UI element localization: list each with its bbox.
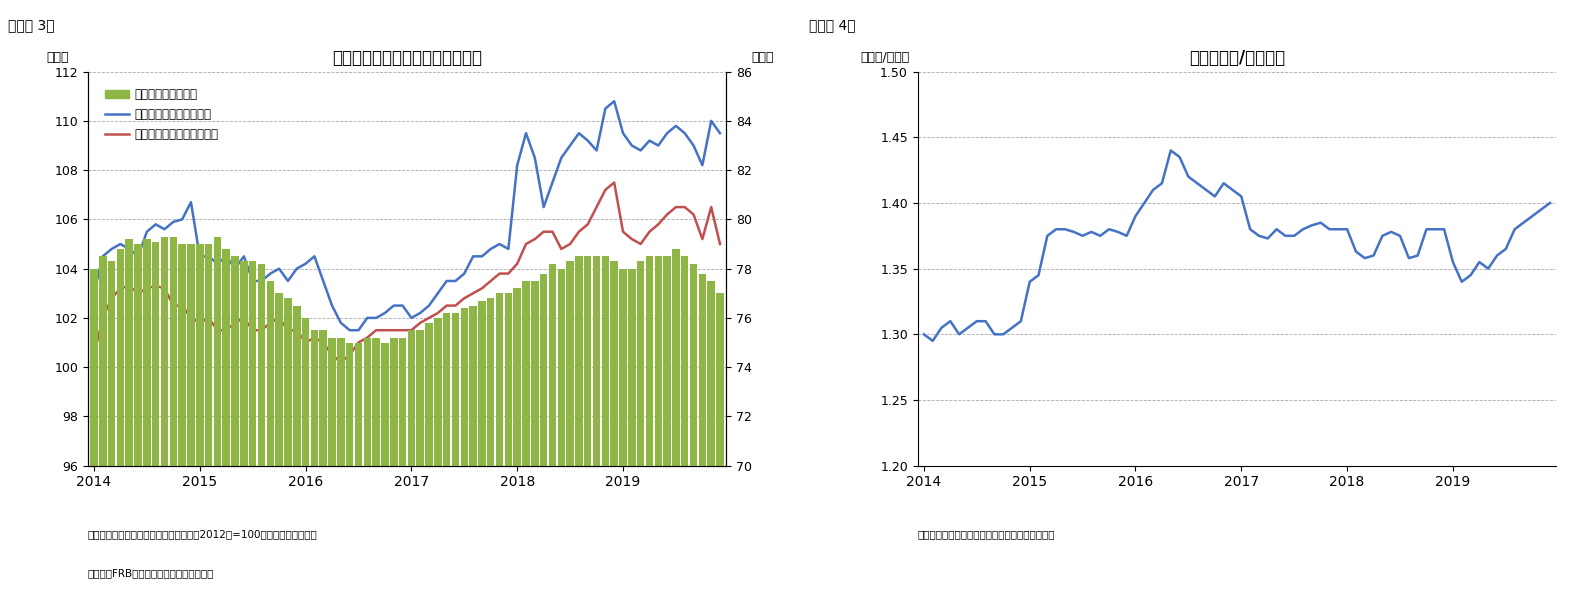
- Bar: [646, 256, 653, 597]
- Bar: [689, 264, 697, 597]
- Bar: [204, 244, 212, 597]
- Bar: [134, 244, 142, 597]
- Bar: [681, 256, 688, 597]
- Text: （図表 4）: （図表 4）: [809, 18, 855, 32]
- Bar: [126, 239, 132, 597]
- Bar: [619, 269, 627, 597]
- Text: （在庫/出荷）: （在庫/出荷）: [860, 51, 910, 64]
- Bar: [329, 337, 335, 597]
- Bar: [461, 308, 468, 597]
- Bar: [249, 261, 257, 597]
- Bar: [399, 337, 407, 597]
- Bar: [389, 337, 397, 597]
- Text: （資料）FRBよりニッセイ基礎研究所作成: （資料）FRBよりニッセイ基礎研究所作成: [88, 568, 214, 578]
- Bar: [144, 239, 150, 597]
- Bar: [469, 306, 477, 597]
- Bar: [664, 256, 670, 597]
- Bar: [522, 281, 530, 597]
- Bar: [354, 343, 362, 597]
- Bar: [707, 281, 715, 597]
- Bar: [531, 281, 538, 597]
- Bar: [257, 264, 265, 597]
- Text: （資料）センサス局よりニッセイ基礎研究所作成: （資料）センサス局よりニッセイ基礎研究所作成: [918, 529, 1055, 538]
- Bar: [637, 261, 645, 597]
- Title: 鉱工業生産指数および設備稼働率: 鉱工業生産指数および設備稼働率: [332, 50, 482, 67]
- Bar: [196, 244, 204, 597]
- Bar: [117, 249, 124, 597]
- Bar: [672, 249, 680, 597]
- Bar: [425, 323, 433, 597]
- Bar: [381, 343, 389, 597]
- Legend: 設備稼働率（右軸）, 鉱工業生産指数（総合）, 鉱工業生産指数（製造業）: 設備稼働率（右軸）, 鉱工業生産指数（総合）, 鉱工業生産指数（製造業）: [101, 84, 223, 146]
- Bar: [496, 293, 503, 597]
- Bar: [161, 236, 168, 597]
- Bar: [337, 337, 345, 597]
- Text: （％）: （％）: [46, 51, 69, 64]
- Bar: [109, 261, 115, 597]
- Bar: [557, 269, 565, 597]
- Bar: [91, 269, 97, 597]
- Bar: [267, 281, 275, 597]
- Bar: [302, 318, 310, 597]
- Bar: [372, 337, 380, 597]
- Bar: [311, 330, 318, 597]
- Text: （注）鉱工業生産指数は季節調整済み。2012年=100。設備稼働率は総合: （注）鉱工業生産指数は季節調整済み。2012年=100。設備稼働率は総合: [88, 529, 318, 538]
- Bar: [231, 256, 239, 597]
- Bar: [654, 256, 662, 597]
- Bar: [407, 330, 415, 597]
- Bar: [152, 242, 160, 597]
- Bar: [319, 330, 327, 597]
- Bar: [504, 293, 512, 597]
- Bar: [434, 318, 442, 597]
- Bar: [222, 249, 230, 597]
- Bar: [364, 337, 370, 597]
- Bar: [294, 306, 300, 597]
- Bar: [417, 330, 425, 597]
- Bar: [169, 236, 177, 597]
- Title: 製造業在庫/出荷比率: 製造業在庫/出荷比率: [1189, 50, 1285, 67]
- Bar: [539, 273, 547, 597]
- Bar: [99, 256, 107, 597]
- Bar: [717, 293, 723, 597]
- Bar: [549, 264, 557, 597]
- Text: （図表 3）: （図表 3）: [8, 18, 54, 32]
- Bar: [346, 343, 353, 597]
- Bar: [584, 256, 592, 597]
- Bar: [699, 273, 705, 597]
- Bar: [239, 261, 247, 597]
- Bar: [575, 256, 583, 597]
- Bar: [514, 288, 520, 597]
- Bar: [444, 313, 450, 597]
- Bar: [487, 298, 495, 597]
- Bar: [284, 298, 292, 597]
- Bar: [567, 261, 575, 597]
- Bar: [452, 313, 460, 597]
- Bar: [479, 301, 485, 597]
- Bar: [179, 244, 185, 597]
- Bar: [592, 256, 600, 597]
- Bar: [610, 261, 618, 597]
- Text: （％）: （％）: [752, 51, 774, 64]
- Bar: [276, 293, 282, 597]
- Bar: [187, 244, 195, 597]
- Bar: [214, 236, 222, 597]
- Bar: [602, 256, 610, 597]
- Bar: [629, 269, 635, 597]
